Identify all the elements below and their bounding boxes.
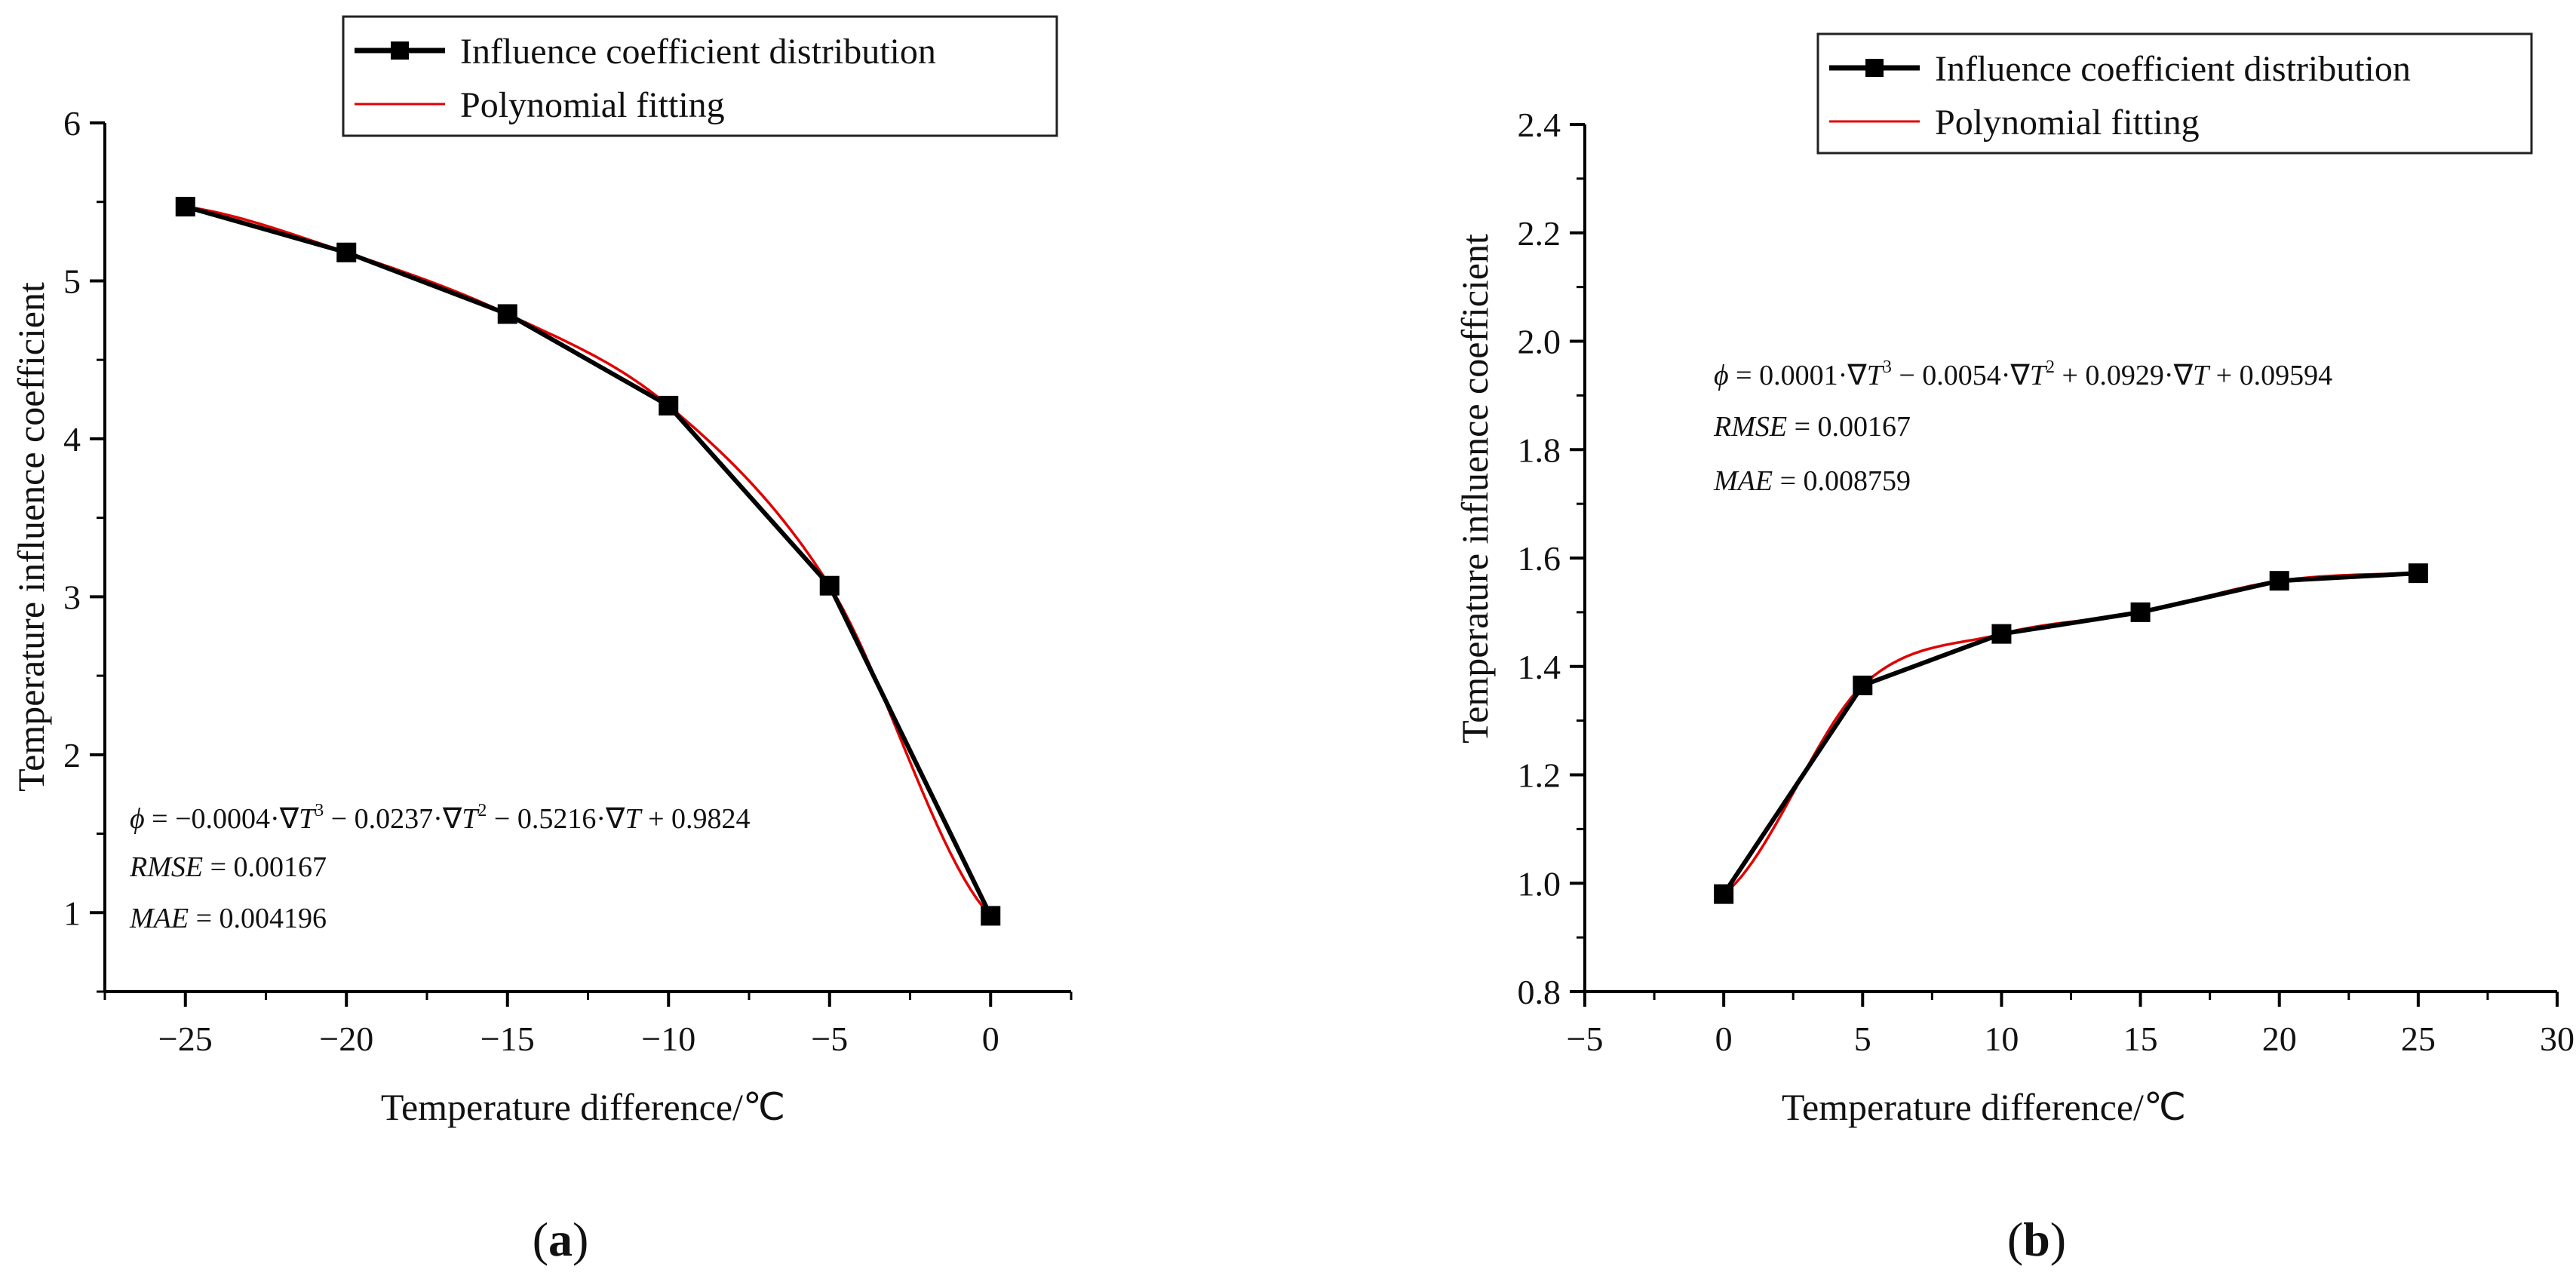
x-axis-title-b: Temperature difference/℃ bbox=[1782, 1086, 2186, 1128]
x-tick-label-a: −25 bbox=[158, 1020, 213, 1058]
x-tick-label-b: 10 bbox=[1984, 1020, 2019, 1058]
panel-label-a: (a) bbox=[533, 1213, 589, 1266]
y-tick-label-a: 2 bbox=[63, 736, 81, 774]
equation-b: ϕ = 0.0001·∇T3 − 0.0054·∇T2 + 0.0929·∇T … bbox=[1714, 357, 2332, 391]
data-point-b bbox=[2130, 602, 2151, 622]
panel-label-b: (b) bbox=[2007, 1213, 2066, 1266]
y-tick-label-a: 3 bbox=[63, 578, 81, 616]
y-tick-label-b: 2.4 bbox=[1518, 106, 1561, 144]
legend-a: Influence coefficient distribution Polyn… bbox=[342, 15, 1058, 137]
data-point-a bbox=[981, 906, 1001, 926]
x-tick-label-b: 30 bbox=[2540, 1020, 2574, 1058]
data-point-b bbox=[1714, 884, 1734, 904]
y-tick-label-a: 1 bbox=[63, 894, 81, 932]
chart-panel-a: −25 −20 −15 −10 −5 0 1 2 3 4 5 6 Temperature differ… bbox=[10, 15, 1073, 1266]
mae-b: MAE = 0.008759 bbox=[1713, 465, 1911, 497]
equation-a: ϕ = −0.0004·∇T3 − 0.0237·∇T2 − 0.5216·∇T… bbox=[130, 801, 751, 835]
y-tick-label-a: 4 bbox=[63, 420, 81, 458]
legend-marker-distribution-b bbox=[1865, 59, 1884, 77]
y-tick-label-b: 1.2 bbox=[1518, 756, 1561, 795]
y-tick-label-b: 1.8 bbox=[1518, 431, 1561, 469]
x-axis-title-a: Temperature difference/℃ bbox=[381, 1086, 785, 1128]
fit-annotation-a: ϕ = −0.0004·∇T3 − 0.0237·∇T2 − 0.5216·∇T… bbox=[129, 801, 751, 934]
x-tick-label-b: 25 bbox=[2401, 1020, 2436, 1058]
y-tick-label-b: 2.2 bbox=[1518, 214, 1561, 253]
data-point-b bbox=[1991, 624, 2012, 644]
data-point-a bbox=[819, 575, 840, 596]
x-tick-label-a: 0 bbox=[982, 1020, 999, 1058]
x-tick-label-a: −15 bbox=[481, 1020, 535, 1058]
x-tick-label-b: −5 bbox=[1567, 1020, 1604, 1058]
legend-marker-distribution-a bbox=[391, 41, 409, 60]
legend-label-fit-a: Polynomial fitting bbox=[460, 85, 725, 125]
plot-area-a bbox=[175, 197, 1001, 926]
x-tick-label-a: −20 bbox=[319, 1020, 373, 1058]
y-tick-label-b: 2.0 bbox=[1518, 323, 1561, 361]
chart-panel-b: −5 0 5 10 15 20 25 30 0.8 1.0 1.2 1.4 1.6 1.8 2.0 2.2 2.… bbox=[1454, 32, 2575, 1266]
data-point-b bbox=[2269, 571, 2289, 591]
x-tick-label-b: 20 bbox=[2262, 1020, 2297, 1058]
y-tick-label-b: 1.6 bbox=[1518, 539, 1561, 578]
rmse-b: RMSE = 0.00167 bbox=[1713, 411, 1911, 443]
y-tick-label-b: 1.4 bbox=[1518, 648, 1561, 686]
data-point-a bbox=[175, 197, 195, 217]
ticks-a: −25 −20 −15 −10 −5 0 1 2 3 4 5 6 bbox=[63, 104, 1073, 1058]
x-tick-label-a: −5 bbox=[811, 1020, 848, 1058]
series-line-b bbox=[1721, 571, 2419, 896]
ticks-b: −5 0 5 10 15 20 25 30 0.8 1.0 1.2 1.4 1.6 1.8 2.0 2.2 2.… bbox=[1518, 106, 2575, 1058]
data-point-a bbox=[659, 395, 679, 416]
fit-annotation-b: ϕ = 0.0001·∇T3 − 0.0054·∇T2 + 0.0929·∇T … bbox=[1713, 357, 2332, 497]
legend-label-distribution-a: Influence coefficient distribution bbox=[460, 32, 936, 72]
data-point-a bbox=[497, 304, 517, 324]
data-point-b bbox=[2408, 563, 2428, 584]
legend-box-a bbox=[342, 15, 1058, 137]
data-point-a bbox=[336, 242, 357, 262]
y-axis-title-b: Temperature influence coefficient bbox=[1454, 234, 1496, 744]
data-point-b bbox=[1853, 675, 1873, 695]
x-tick-label-b: 5 bbox=[1854, 1020, 1871, 1058]
mae-a: MAE = 0.004196 bbox=[129, 903, 327, 934]
x-tick-label-a: −10 bbox=[641, 1020, 695, 1058]
y-axis-title-a: Temperature influence coefficient bbox=[10, 282, 52, 792]
legend-label-distribution-b: Influence coefficient distribution bbox=[1935, 49, 2411, 89]
legend-box-b bbox=[1816, 32, 2533, 155]
y-tick-label-a: 6 bbox=[63, 104, 81, 143]
y-tick-label-b: 1.0 bbox=[1518, 864, 1561, 903]
axes-b bbox=[1583, 124, 2557, 993]
rmse-a: RMSE = 0.00167 bbox=[129, 851, 327, 883]
x-tick-label-b: 0 bbox=[1715, 1020, 1733, 1058]
plot-area-b bbox=[1714, 563, 2428, 904]
x-tick-label-b: 15 bbox=[2123, 1020, 2158, 1058]
y-tick-label-b: 0.8 bbox=[1518, 973, 1561, 1011]
legend-label-fit-b: Polynomial fitting bbox=[1935, 103, 2200, 143]
y-tick-label-a: 5 bbox=[63, 262, 81, 300]
series-line-a bbox=[184, 204, 993, 917]
legend-b: Influence coefficient distribution Polyn… bbox=[1816, 32, 2533, 155]
